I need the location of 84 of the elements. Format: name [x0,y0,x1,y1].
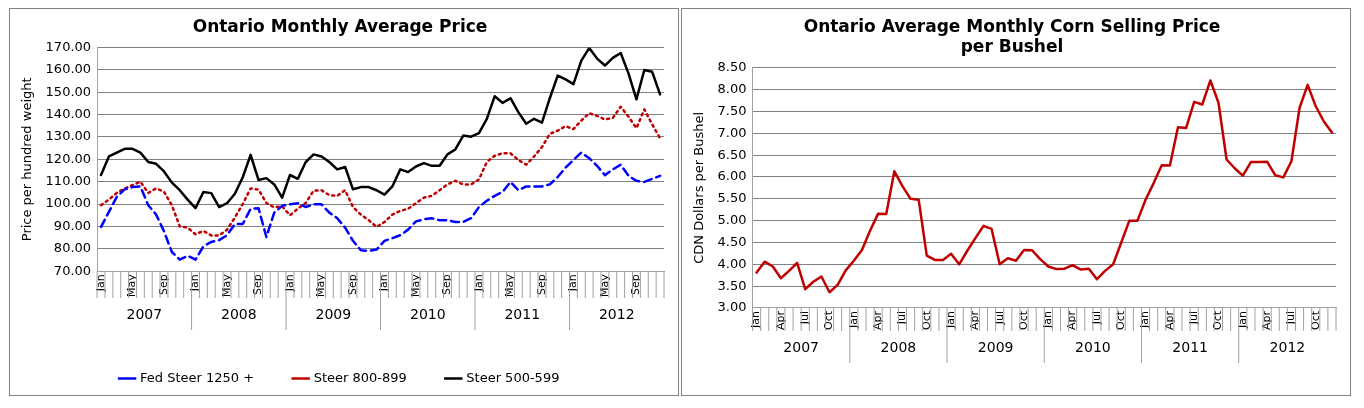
x-tick-label: Oct [1211,310,1225,330]
chart-title: Ontario Average Monthly Corn Selling Price per Bushel [803,15,1221,57]
x-tick-label: Jan [93,274,107,293]
y-tick-label: 4.50 [717,233,747,249]
x-tick-label: Oct [1114,310,1128,330]
x-tick-label: Jul [798,310,812,326]
line-series [99,105,662,237]
y-tick-label: 3.00 [717,299,747,315]
legend-label: Steer 800-899 [313,369,407,385]
x-tick-label: Jul [992,310,1006,326]
y-tick-label: 170.00 [45,38,92,54]
text: 2011 [1172,338,1208,355]
x-tick-label: Jan [749,310,763,329]
x-tick-label: Jan [566,274,580,293]
text: 2012 [1269,338,1306,355]
x-tick-label: Jan [1235,310,1249,329]
text: 2008 [880,338,917,355]
line-series [99,151,662,261]
y-axis-title: CDN Dollars per Bushel [691,111,707,264]
y-tick-label: 110.00 [45,173,92,189]
x-tick-label: May [408,273,422,298]
y-tick-label: 7.50 [717,102,747,118]
x-tick-label: Jan [1041,310,1055,329]
x-tick-label: May [597,273,611,298]
x-tick-label: Apr [1259,310,1273,330]
x-tick-label: Sep [534,274,548,295]
x-tick-label: Jul [1187,310,1201,326]
text: 2011 [504,305,541,322]
x-tick-label: Oct [1308,310,1322,330]
x-tick-label: Jul [1284,310,1298,326]
text: 2007 [126,305,163,322]
y-tick-label: 100.00 [45,195,92,211]
y-tick-label: 6.00 [717,168,747,184]
text: 2010 [1075,338,1111,355]
x-tick-label: Oct [919,310,933,330]
x-tick-label: Oct [822,310,836,330]
x-tick-label: Sep [251,274,265,295]
y-axis-title: Price per hundred weight [19,77,35,242]
x-tick-label: Sep [440,274,454,295]
text: 2009 [315,305,352,322]
x-tick-label: Sep [629,274,643,295]
x-tick-label: May [125,273,139,298]
y-tick-label: 3.50 [717,277,747,293]
y-tick-label: 5.50 [717,190,747,206]
x-tick-label: Jan [1138,310,1152,329]
x-tick-label: Jan [846,310,860,329]
x-tick-label: Apr [968,310,982,330]
y-tick-label: 8.00 [717,81,747,97]
y-tick-label: 90.00 [53,217,92,233]
x-tick-label: Apr [871,310,885,330]
x-tick-label: Apr [1162,310,1176,330]
text: 2009 [977,338,1014,355]
x-tick-label: Sep [345,274,359,295]
x-tick-label: Jan [188,274,202,293]
x-tick-label: Jan [471,274,485,293]
text: 2012 [598,305,635,322]
x-tick-label: Jan [377,274,391,293]
x-tick-label: Sep [156,274,170,295]
y-tick-label: 6.50 [717,146,747,162]
text: 2010 [409,305,446,322]
chart-title: Ontario Monthly Average Price [192,15,488,36]
x-tick-label: Jan [282,274,296,293]
y-tick-label: 70.00 [53,262,92,278]
y-tick-label: 150.00 [45,83,92,99]
x-tick-label: Apr [1065,310,1079,330]
text: 2008 [221,305,257,322]
x-tick-label: May [314,273,328,298]
y-tick-label: 7.00 [717,124,747,140]
y-tick-label: 140.00 [45,105,92,121]
y-tick-label: 5.00 [717,212,747,228]
legend-label: Fed Steer 1250 + [140,369,255,385]
y-tick-label: 4.00 [717,255,747,271]
y-tick-label: 130.00 [45,128,92,144]
legend-label: Steer 500-599 [466,369,560,385]
x-tick-label: May [219,273,233,298]
text: 2007 [783,338,819,355]
x-tick-label: Oct [1016,310,1030,330]
y-tick-label: 120.00 [45,150,92,166]
x-tick-label: Jul [1089,310,1103,326]
y-tick-label: 80.00 [53,240,92,256]
y-tick-label: 160.00 [45,61,92,77]
x-tick-label: Jan [943,310,957,329]
y-tick-label: 8.50 [717,59,747,75]
x-tick-label: Apr [773,310,787,330]
